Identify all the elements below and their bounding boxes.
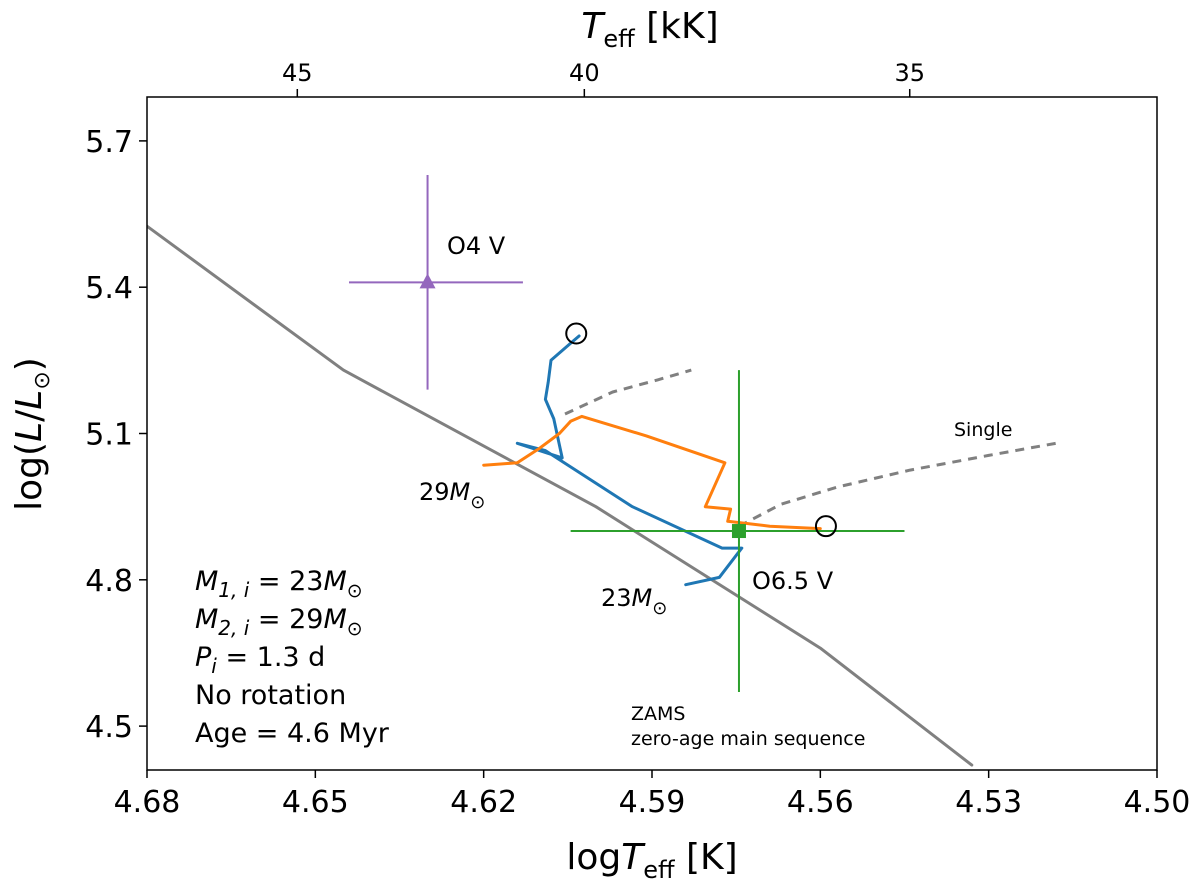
single-label: Single: [954, 419, 1012, 441]
plot-marks: [147, 175, 1057, 767]
track-23-label: 23M⊙: [601, 584, 667, 619]
o65v-label: O6.5 V: [752, 567, 834, 595]
endpoint-circle-1: [565, 322, 588, 345]
param-age: Age = 4.6 Myr: [195, 718, 390, 749]
series-single: [738, 441, 1057, 528]
o6-5-v-marker: [731, 524, 746, 539]
axis-ticks: 4.68 4.65 4.62 4.59 4.56 4.53 4.50 4.5 4.8 5.1 5.4…: [85, 59, 1190, 820]
y-tick-label-2: 5.1: [85, 418, 133, 453]
top-tick-label-1: 40: [569, 59, 600, 87]
top-axis-title: Teff [kK]: [581, 6, 718, 53]
series-single-upper-: [564, 368, 692, 416]
x-tick-label-5: 4.53: [955, 785, 1022, 820]
y-tick-label-3: 5.4: [85, 271, 133, 306]
top-tick-label-2: 35: [894, 59, 925, 87]
series-zams: [147, 224, 974, 767]
plot-frame: [146, 96, 1158, 771]
track-29-label: 29M⊙: [419, 478, 485, 513]
series-23-msun-track: [515, 334, 744, 587]
y-tick-label-0: 4.5: [85, 710, 133, 745]
zams-label: ZAMS: [631, 703, 685, 725]
y-tick-label-1: 4.8: [85, 564, 133, 599]
x-tick-label-4: 4.56: [787, 785, 854, 820]
series-29-msun-track: [482, 414, 822, 531]
y-tick-label-4: 5.7: [85, 125, 133, 160]
x-tick-label-3: 4.59: [619, 785, 686, 820]
o4-v-marker: [419, 273, 436, 289]
y-axis-title: log(L/L⊙): [9, 357, 55, 511]
param-period: Pi = 1.3 d: [195, 642, 325, 678]
x-tick-label-2: 4.62: [450, 785, 517, 820]
param-m1: M1, i = 23M⊙: [195, 566, 363, 602]
x-tick-label-0: 4.68: [114, 785, 181, 820]
x-tick-label-6: 4.50: [1124, 785, 1191, 820]
o4v-label: O4 V: [447, 232, 506, 260]
plot-area: [147, 175, 1057, 767]
x-axis-title: logTeff [K]: [566, 837, 737, 884]
param-m2: M2, i = 29M⊙: [195, 604, 363, 640]
top-tick-label-0: 45: [282, 59, 313, 87]
endpoint-circle-2: [814, 515, 837, 538]
param-rotation: No rotation: [195, 680, 346, 711]
zams-label-full: zero-age main sequence: [631, 728, 865, 750]
x-tick-label-1: 4.65: [282, 785, 349, 820]
